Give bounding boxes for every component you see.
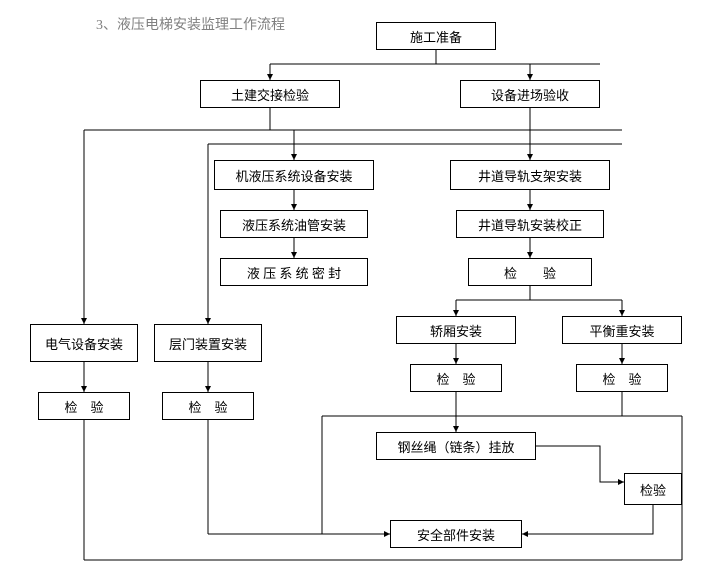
flowchart-edges: [0, 0, 725, 567]
